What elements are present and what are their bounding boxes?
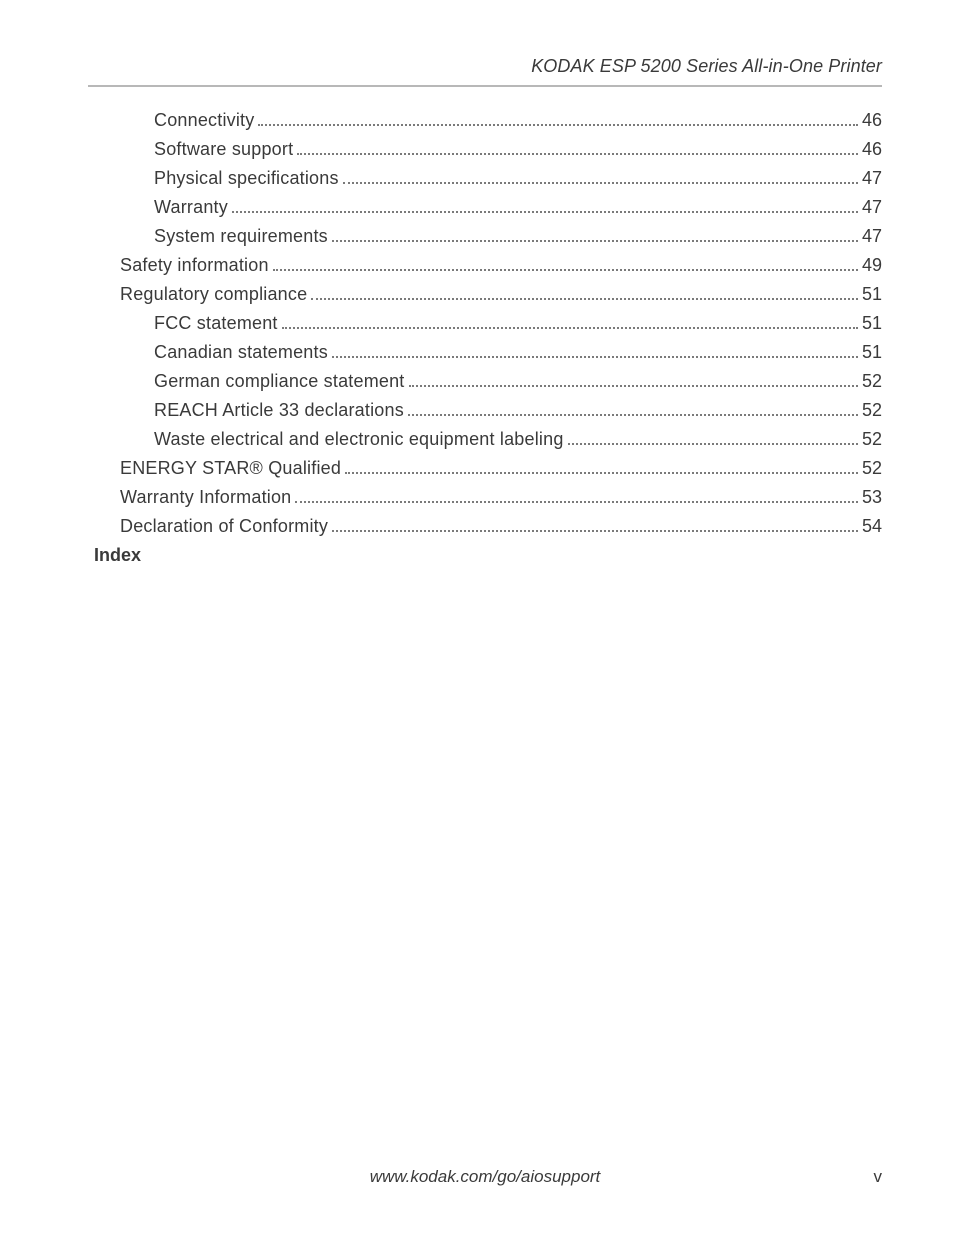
toc-entry: Safety information 49: [88, 252, 882, 279]
toc-label[interactable]: Software support: [154, 136, 293, 163]
toc-label[interactable]: Declaration of Conformity: [120, 513, 328, 540]
table-of-contents: Connectivity 46 Software support 46 Phys…: [88, 107, 882, 569]
toc-leader-dots: [273, 255, 858, 271]
toc-leader-dots: [282, 313, 858, 329]
toc-page-number: 52: [862, 455, 882, 482]
footer-url: www.kodak.com/go/aiosupport: [353, 1167, 618, 1187]
toc-leader-dots: [409, 371, 858, 387]
toc-entry: Physical specifications 47: [88, 165, 882, 192]
toc-page-number: 46: [862, 107, 882, 134]
page-footer: www.kodak.com/go/aiosupport v: [0, 1167, 954, 1187]
header-title: KODAK ESP 5200 Series All-in-One Printer: [531, 56, 882, 76]
toc-label[interactable]: Waste electrical and electronic equipmen…: [154, 426, 564, 453]
toc-entry: German compliance statement 52: [88, 368, 882, 395]
header-rule: [88, 85, 882, 87]
footer-page-number: v: [617, 1167, 882, 1187]
toc-label[interactable]: REACH Article 33 declarations: [154, 397, 404, 424]
toc-entry: System requirements 47: [88, 223, 882, 250]
toc-page-number: 52: [862, 397, 882, 424]
toc-label[interactable]: German compliance statement: [154, 368, 405, 395]
toc-leader-dots: [311, 284, 858, 300]
page-header: KODAK ESP 5200 Series All-in-One Printer: [88, 56, 882, 77]
toc-label[interactable]: FCC statement: [154, 310, 278, 337]
toc-label[interactable]: Canadian statements: [154, 339, 328, 366]
toc-page-number: 47: [862, 165, 882, 192]
toc-entry: Declaration of Conformity 54: [88, 513, 882, 540]
toc-entry: REACH Article 33 declarations 52: [88, 397, 882, 424]
toc-leader-dots: [297, 139, 858, 155]
toc-leader-dots: [343, 168, 858, 184]
toc-page-number: 47: [862, 223, 882, 250]
toc-label[interactable]: ENERGY STAR® Qualified: [120, 455, 341, 482]
toc-entry: Regulatory compliance 51: [88, 281, 882, 308]
toc-label[interactable]: Warranty: [154, 194, 228, 221]
toc-entry: FCC statement 51: [88, 310, 882, 337]
toc-label[interactable]: Connectivity: [154, 107, 254, 134]
toc-leader-dots: [258, 110, 858, 126]
toc-entry: Connectivity 46: [88, 107, 882, 134]
document-page: KODAK ESP 5200 Series All-in-One Printer…: [0, 0, 954, 1235]
toc-page-number: 53: [862, 484, 882, 511]
toc-leader-dots: [568, 429, 858, 445]
toc-index-label: Index: [94, 545, 141, 565]
toc-leader-dots: [332, 226, 858, 242]
toc-entry: Warranty Information 53: [88, 484, 882, 511]
toc-label[interactable]: System requirements: [154, 223, 328, 250]
toc-entry: Waste electrical and electronic equipmen…: [88, 426, 882, 453]
toc-label[interactable]: Safety information: [120, 252, 269, 279]
toc-page-number: 52: [862, 368, 882, 395]
toc-entry: Canadian statements 51: [88, 339, 882, 366]
toc-label[interactable]: Regulatory compliance: [120, 281, 307, 308]
toc-page-number: 46: [862, 136, 882, 163]
toc-page-number: 49: [862, 252, 882, 279]
toc-label[interactable]: Warranty Information: [120, 484, 291, 511]
toc-label[interactable]: Physical specifications: [154, 165, 339, 192]
toc-page-number: 52: [862, 426, 882, 453]
toc-leader-dots: [332, 516, 858, 532]
toc-leader-dots: [332, 342, 858, 358]
toc-page-number: 51: [862, 281, 882, 308]
toc-page-number: 51: [862, 339, 882, 366]
toc-leader-dots: [232, 197, 858, 213]
toc-leader-dots: [408, 400, 858, 416]
toc-entry: Software support 46: [88, 136, 882, 163]
toc-entry: ENERGY STAR® Qualified 52: [88, 455, 882, 482]
toc-page-number: 47: [862, 194, 882, 221]
toc-page-number: 51: [862, 310, 882, 337]
toc-entry: Warranty 47: [88, 194, 882, 221]
toc-page-number: 54: [862, 513, 882, 540]
toc-leader-dots: [295, 487, 858, 503]
toc-index-heading[interactable]: Index: [88, 542, 882, 569]
toc-leader-dots: [345, 458, 858, 474]
